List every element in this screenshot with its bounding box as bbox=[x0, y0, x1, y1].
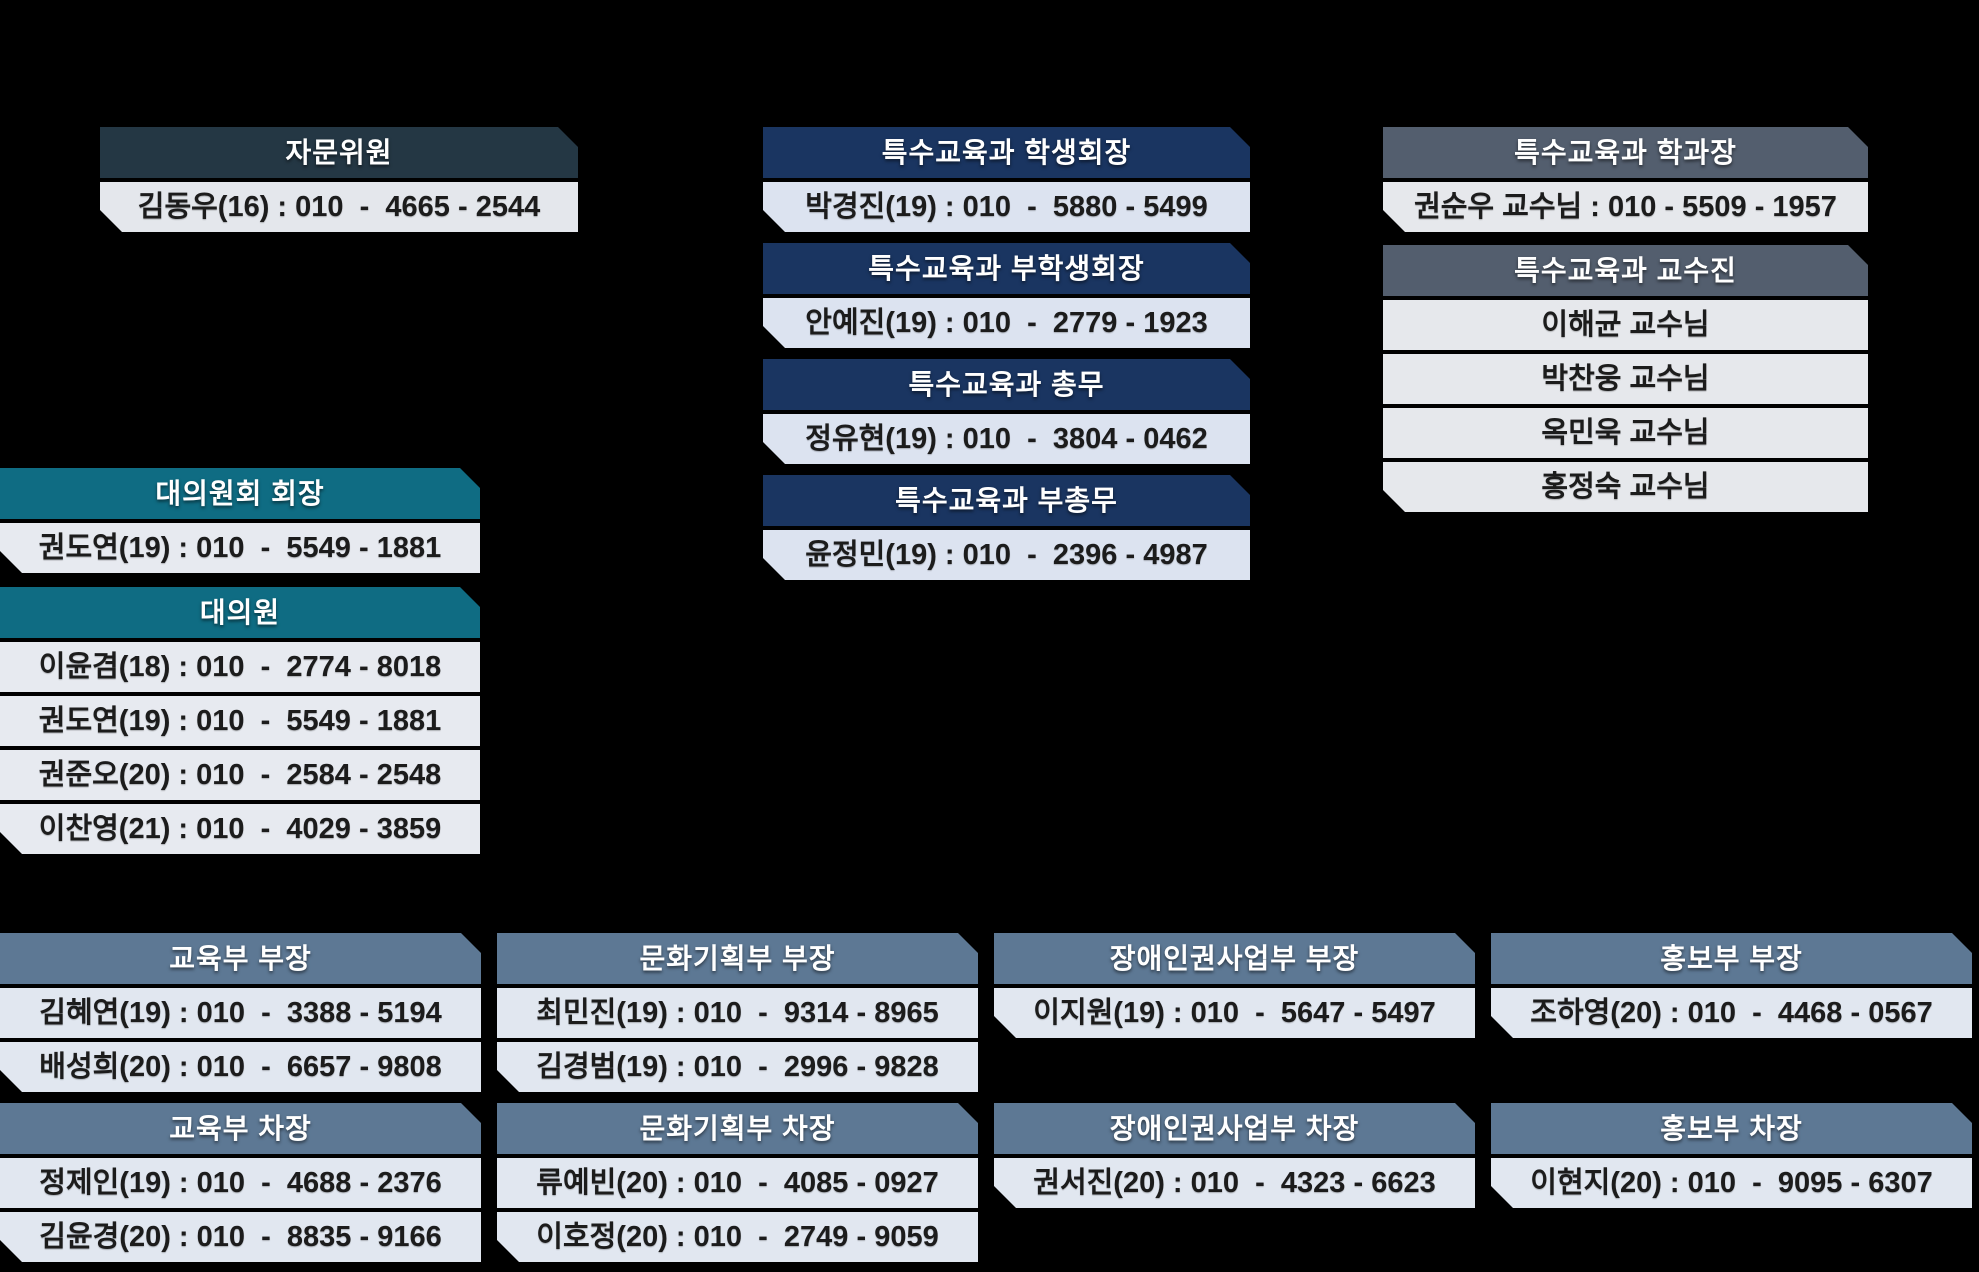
dept-head-box: 특수교육과 학과장 권순우 교수님 : 010 - 5509 - 1957 bbox=[1383, 127, 1868, 232]
rights-deputy-box: 장애인권사업부 차장 권서진(20) : 010 - 4323 - 6623 bbox=[994, 1103, 1475, 1208]
contact-row: 김윤경(20) : 010 - 8835 - 9166 bbox=[0, 1212, 481, 1262]
rights-deputy-header: 장애인권사업부 차장 bbox=[994, 1103, 1475, 1154]
student-president-box: 특수교육과 학생회장 박경진(19) : 010 - 5880 - 5499 bbox=[763, 127, 1250, 232]
contact-row: 김혜연(19) : 010 - 3388 - 5194 bbox=[0, 988, 481, 1038]
contact-row: 김경범(19) : 010 - 2996 - 9828 bbox=[497, 1042, 978, 1092]
council-chair-header: 대의원회 회장 bbox=[0, 468, 480, 519]
faculty-row: 홍정숙 교수님 bbox=[1383, 462, 1868, 512]
student-vice-president-box: 특수교육과 부학생회장 안예진(19) : 010 - 2779 - 1923 bbox=[763, 243, 1250, 348]
contact-row: 권도연(19) : 010 - 5549 - 1881 bbox=[0, 696, 480, 746]
pr-head-box: 홍보부 부장 조하영(20) : 010 - 4468 - 0567 bbox=[1491, 933, 1972, 1038]
advisor-header: 자문위원 bbox=[100, 127, 578, 178]
vice-treasurer-header: 특수교육과 부총무 bbox=[763, 475, 1250, 526]
education-head-box: 교육부 부장 김혜연(19) : 010 - 3388 - 5194 배성희(2… bbox=[0, 933, 481, 1092]
contact-row: 류예빈(20) : 010 - 4085 - 0927 bbox=[497, 1158, 978, 1208]
education-head-header: 교육부 부장 bbox=[0, 933, 481, 984]
council-chair-box: 대의원회 회장 권도연(19) : 010 - 5549 - 1881 bbox=[0, 468, 480, 573]
pr-head-header: 홍보부 부장 bbox=[1491, 933, 1972, 984]
contact-row: 이호정(20) : 010 - 2749 - 9059 bbox=[497, 1212, 978, 1262]
advisor-box: 자문위원 김동우(16) : 010 - 4665 - 2544 bbox=[100, 127, 578, 232]
faculty-row: 이해균 교수님 bbox=[1383, 300, 1868, 350]
contact-row: 정제인(19) : 010 - 4688 - 2376 bbox=[0, 1158, 481, 1208]
treasurer-header: 특수교육과 총무 bbox=[763, 359, 1250, 410]
council-members-header: 대의원 bbox=[0, 587, 480, 638]
contact-row: 이찬영(21) : 010 - 4029 - 3859 bbox=[0, 804, 480, 854]
pr-deputy-header: 홍보부 차장 bbox=[1491, 1103, 1972, 1154]
contact-row: 권준오(20) : 010 - 2584 - 2548 bbox=[0, 750, 480, 800]
contact-row: 이지원(19) : 010 - 5647 - 5497 bbox=[994, 988, 1475, 1038]
contact-row: 조하영(20) : 010 - 4468 - 0567 bbox=[1491, 988, 1972, 1038]
culture-deputy-header: 문화기획부 차장 bbox=[497, 1103, 978, 1154]
culture-deputy-box: 문화기획부 차장 류예빈(20) : 010 - 4085 - 0927 이호정… bbox=[497, 1103, 978, 1262]
contact-row: 권도연(19) : 010 - 5549 - 1881 bbox=[0, 523, 480, 573]
rights-head-header: 장애인권사업부 부장 bbox=[994, 933, 1475, 984]
faculty-header: 특수교육과 교수진 bbox=[1383, 245, 1868, 296]
contact-row: 권서진(20) : 010 - 4323 - 6623 bbox=[994, 1158, 1475, 1208]
student-vice-president-header: 특수교육과 부학생회장 bbox=[763, 243, 1250, 294]
education-deputy-box: 교육부 차장 정제인(19) : 010 - 4688 - 2376 김윤경(2… bbox=[0, 1103, 481, 1262]
contact-row: 안예진(19) : 010 - 2779 - 1923 bbox=[763, 298, 1250, 348]
contact-row: 정유현(19) : 010 - 3804 - 0462 bbox=[763, 414, 1250, 464]
faculty-box: 특수교육과 교수진 이해균 교수님 박찬웅 교수님 옥민욱 교수님 홍정숙 교수… bbox=[1383, 245, 1868, 512]
treasurer-box: 특수교육과 총무 정유현(19) : 010 - 3804 - 0462 bbox=[763, 359, 1250, 464]
culture-head-box: 문화기획부 부장 최민진(19) : 010 - 9314 - 8965 김경범… bbox=[497, 933, 978, 1092]
contact-row: 최민진(19) : 010 - 9314 - 8965 bbox=[497, 988, 978, 1038]
contact-row: 이현지(20) : 010 - 9095 - 6307 bbox=[1491, 1158, 1972, 1208]
contact-row: 윤정민(19) : 010 - 2396 - 4987 bbox=[763, 530, 1250, 580]
faculty-row: 박찬웅 교수님 bbox=[1383, 354, 1868, 404]
education-deputy-header: 교육부 차장 bbox=[0, 1103, 481, 1154]
contact-row: 권순우 교수님 : 010 - 5509 - 1957 bbox=[1383, 182, 1868, 232]
contact-row: 김동우(16) : 010 - 4665 - 2544 bbox=[100, 182, 578, 232]
contact-row: 박경진(19) : 010 - 5880 - 5499 bbox=[763, 182, 1250, 232]
contact-row: 배성희(20) : 010 - 6657 - 9808 bbox=[0, 1042, 481, 1092]
dept-head-header: 특수교육과 학과장 bbox=[1383, 127, 1868, 178]
vice-treasurer-box: 특수교육과 부총무 윤정민(19) : 010 - 2396 - 4987 bbox=[763, 475, 1250, 580]
rights-head-box: 장애인권사업부 부장 이지원(19) : 010 - 5647 - 5497 bbox=[994, 933, 1475, 1038]
faculty-row: 옥민욱 교수님 bbox=[1383, 408, 1868, 458]
council-members-box: 대의원 이윤겸(18) : 010 - 2774 - 8018 권도연(19) … bbox=[0, 587, 480, 854]
culture-head-header: 문화기획부 부장 bbox=[497, 933, 978, 984]
student-president-header: 특수교육과 학생회장 bbox=[763, 127, 1250, 178]
pr-deputy-box: 홍보부 차장 이현지(20) : 010 - 9095 - 6307 bbox=[1491, 1103, 1972, 1208]
contact-row: 이윤겸(18) : 010 - 2774 - 8018 bbox=[0, 642, 480, 692]
